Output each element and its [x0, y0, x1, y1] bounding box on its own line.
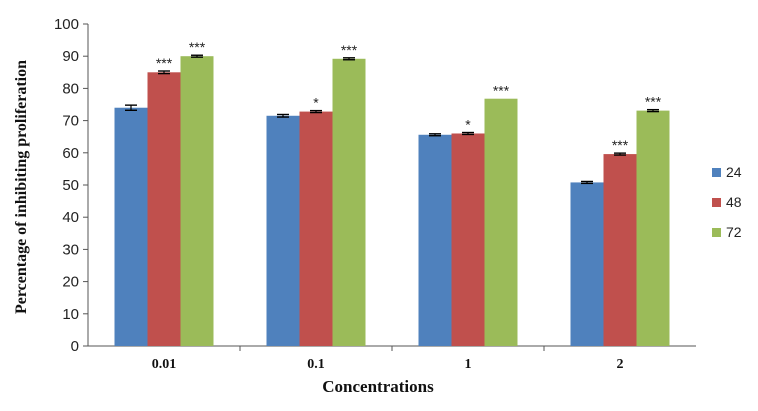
bar-72-0.01 — [180, 56, 214, 346]
y-tick-label: 70 — [62, 113, 79, 130]
significance-markers: ******************** — [156, 39, 662, 153]
y-tick-label: 90 — [62, 48, 79, 65]
error-bar — [581, 180, 593, 185]
legend-item-24: 24 — [712, 164, 742, 180]
legend-label: 24 — [726, 164, 742, 180]
y-tick-label: 60 — [62, 145, 79, 162]
y-tick-label: 0 — [71, 338, 79, 355]
significance-label: *** — [612, 137, 629, 153]
error-bar — [125, 104, 137, 111]
error-bar — [158, 70, 170, 75]
y-axis-ticks: 0 10 20 30 40 50 60 70 80 90 100 — [54, 16, 88, 355]
bar-24-2 — [570, 182, 604, 346]
y-tick-label: 40 — [62, 209, 79, 226]
bar-72-0.1 — [332, 58, 366, 346]
y-tick-label: 50 — [62, 177, 79, 194]
bar-24-0.1 — [266, 115, 300, 347]
error-bar — [343, 57, 355, 61]
error-bar — [277, 113, 289, 118]
legend-swatch — [712, 168, 721, 177]
legend-swatch — [712, 228, 721, 237]
error-bar — [462, 131, 474, 136]
bar-24-0.01 — [114, 107, 148, 346]
error-bar — [614, 152, 626, 156]
error-bar — [310, 109, 322, 114]
y-tick-label: 80 — [62, 80, 79, 97]
bar-48-0.1 — [299, 111, 333, 346]
error-bar — [647, 108, 659, 113]
error-bar — [429, 133, 441, 137]
legend-item-72: 72 — [712, 224, 742, 240]
bar-48-2 — [603, 154, 637, 346]
legend-swatch — [712, 198, 721, 207]
legend-item-48: 48 — [712, 194, 742, 210]
x-tick-label: 0.1 — [307, 357, 325, 372]
x-axis-title: Concentrations — [322, 377, 434, 396]
legend-label: 72 — [726, 224, 742, 240]
x-tick-label: 0.01 — [152, 357, 177, 372]
x-axis-categories: 0.01 0.1 1 2 — [152, 357, 624, 372]
y-tick-label: 10 — [62, 306, 79, 323]
significance-label: *** — [645, 94, 662, 110]
y-tick-label: 20 — [62, 274, 79, 291]
y-axis-title: Percentage of inhibiting proliferation — [13, 60, 30, 314]
significance-label: *** — [493, 83, 510, 99]
x-tick-label: 2 — [617, 357, 624, 372]
bar-72-1 — [484, 98, 518, 346]
y-tick-label: 30 — [62, 241, 79, 258]
legend: 24 48 72 — [712, 164, 742, 240]
bar-24-1 — [418, 134, 452, 346]
error-bars — [125, 54, 659, 185]
significance-label: *** — [189, 39, 206, 55]
legend-label: 48 — [726, 194, 742, 210]
significance-label: *** — [156, 55, 173, 71]
bar-72-2 — [636, 110, 670, 346]
significance-label: * — [313, 95, 319, 111]
significance-label: * — [465, 117, 471, 133]
significance-label: *** — [341, 42, 358, 58]
bars — [114, 56, 670, 347]
bar-48-1 — [451, 133, 485, 346]
y-tick-label: 100 — [54, 16, 79, 33]
bar-48-0.01 — [147, 72, 181, 347]
error-bar — [191, 54, 203, 58]
x-tick-label: 1 — [465, 357, 472, 372]
